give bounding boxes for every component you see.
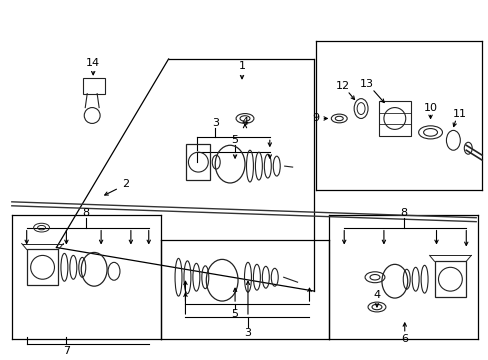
Bar xyxy=(434,261,466,297)
Text: 1: 1 xyxy=(238,61,245,71)
Bar xyxy=(27,249,59,285)
Text: 9: 9 xyxy=(311,113,318,123)
Text: 3: 3 xyxy=(244,328,251,338)
Text: 12: 12 xyxy=(335,81,349,91)
Text: 10: 10 xyxy=(423,103,437,113)
Text: 8: 8 xyxy=(399,208,407,218)
Text: 3: 3 xyxy=(211,118,218,129)
Text: 13: 13 xyxy=(359,79,373,89)
Text: 6: 6 xyxy=(401,334,407,344)
Text: 7: 7 xyxy=(62,346,70,356)
Text: 4: 4 xyxy=(373,290,380,300)
Bar xyxy=(186,144,210,180)
Text: 8: 8 xyxy=(82,208,90,218)
Text: 4: 4 xyxy=(241,117,248,127)
Bar xyxy=(378,100,410,136)
Text: 5: 5 xyxy=(231,135,238,145)
Text: 14: 14 xyxy=(86,58,100,68)
Text: 5: 5 xyxy=(231,309,238,319)
Bar xyxy=(83,78,105,94)
Text: 2: 2 xyxy=(122,179,129,189)
Text: 11: 11 xyxy=(452,108,467,118)
